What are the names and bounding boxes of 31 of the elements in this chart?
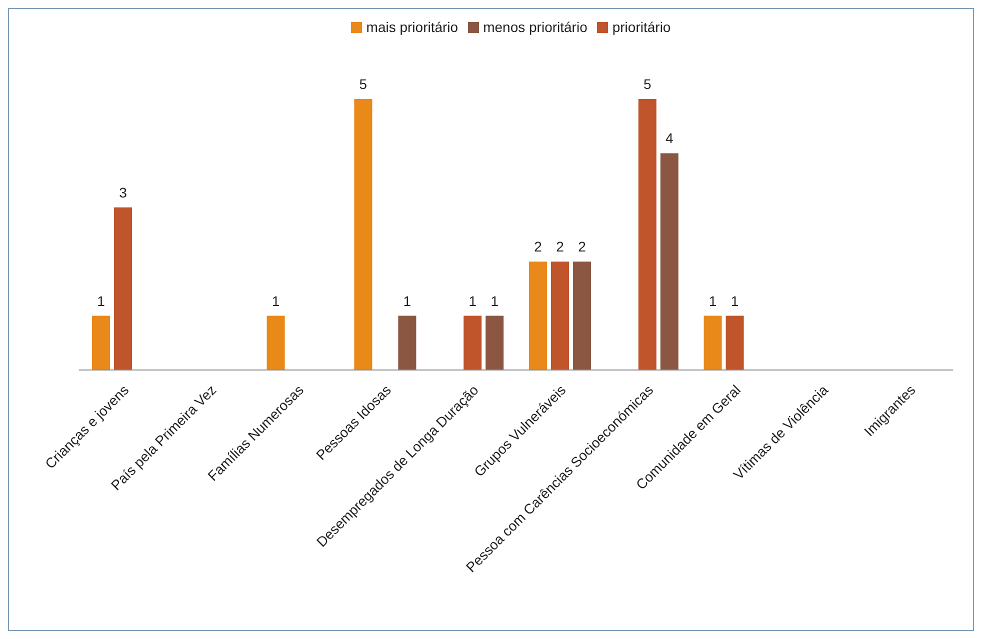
bar <box>114 207 132 370</box>
bar <box>551 262 569 370</box>
bar <box>398 316 416 370</box>
bar <box>638 99 656 370</box>
data-label: 1 <box>490 292 499 309</box>
data-label: 5 <box>644 76 652 92</box>
data-label: 1 <box>468 292 477 309</box>
bar <box>354 99 372 370</box>
data-label: 1 <box>730 292 739 309</box>
bar <box>464 316 482 370</box>
bar <box>266 316 285 370</box>
data-label: 5 <box>359 76 368 92</box>
data-label: 1 <box>272 292 280 309</box>
data-label: 2 <box>556 238 564 255</box>
legend-label: mais prioritário <box>366 19 458 35</box>
bar <box>573 262 591 370</box>
data-label: 4 <box>666 130 674 146</box>
bar <box>92 316 110 370</box>
bar <box>660 153 678 370</box>
data-label: 3 <box>119 184 128 200</box>
data-label: 1 <box>97 292 106 309</box>
legend-label: menos prioritário <box>483 19 588 35</box>
data-label: 1 <box>708 292 717 309</box>
legend-label: prioritário <box>612 19 671 35</box>
bar <box>704 316 722 370</box>
data-label: 2 <box>534 238 542 255</box>
bar <box>529 262 547 370</box>
bar <box>486 316 504 370</box>
bar <box>726 316 744 370</box>
data-label: 1 <box>403 292 412 309</box>
data-label: 2 <box>578 238 586 255</box>
